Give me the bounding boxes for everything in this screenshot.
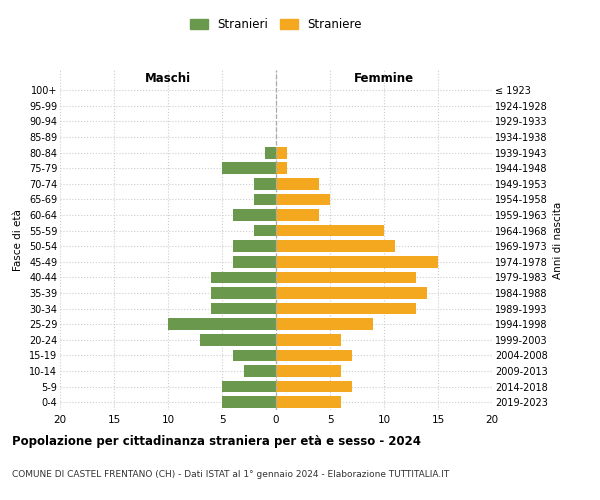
Bar [276, 194, 330, 205]
Bar [233, 256, 276, 268]
Bar [222, 396, 276, 408]
Bar [168, 318, 276, 330]
Text: Popolazione per cittadinanza straniera per età e sesso - 2024: Popolazione per cittadinanza straniera p… [12, 435, 421, 448]
Legend: Stranieri, Straniere: Stranieri, Straniere [185, 14, 367, 36]
Bar [276, 256, 438, 268]
Bar [211, 303, 276, 314]
Bar [254, 178, 276, 190]
Text: Femmine: Femmine [354, 72, 414, 86]
Bar [276, 334, 341, 345]
Y-axis label: Fasce di età: Fasce di età [13, 209, 23, 271]
Bar [276, 350, 352, 362]
Text: COMUNE DI CASTEL FRENTANO (CH) - Dati ISTAT al 1° gennaio 2024 - Elaborazione TU: COMUNE DI CASTEL FRENTANO (CH) - Dati IS… [12, 470, 449, 479]
Bar [211, 272, 276, 283]
Bar [233, 209, 276, 221]
Bar [233, 350, 276, 362]
Y-axis label: Anni di nascita: Anni di nascita [553, 202, 563, 278]
Bar [222, 381, 276, 392]
Bar [233, 240, 276, 252]
Bar [276, 162, 287, 174]
Bar [276, 365, 341, 377]
Bar [276, 287, 427, 299]
Bar [211, 287, 276, 299]
Text: Maschi: Maschi [145, 72, 191, 86]
Bar [254, 225, 276, 236]
Bar [276, 272, 416, 283]
Bar [276, 240, 395, 252]
Bar [276, 178, 319, 190]
Bar [200, 334, 276, 345]
Bar [276, 147, 287, 158]
Bar [222, 162, 276, 174]
Bar [276, 225, 384, 236]
Bar [244, 365, 276, 377]
Bar [276, 396, 341, 408]
Bar [276, 381, 352, 392]
Bar [276, 303, 416, 314]
Bar [254, 194, 276, 205]
Bar [276, 318, 373, 330]
Bar [276, 209, 319, 221]
Bar [265, 147, 276, 158]
